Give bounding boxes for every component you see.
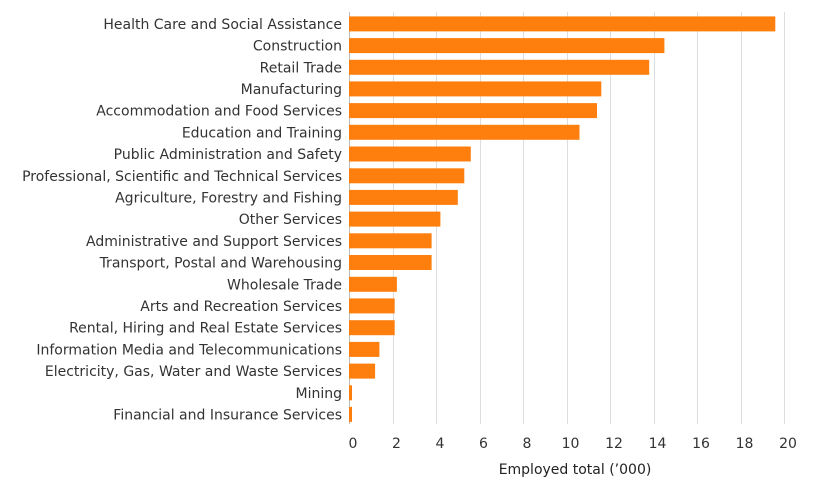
category-label: Public Administration and Safety xyxy=(114,147,342,163)
bar-3[interactable] xyxy=(349,81,602,97)
category-label: Transport, Postal and Warehousing xyxy=(99,256,342,272)
category-label: Rental, Hiring and Real Estate Services xyxy=(69,321,342,337)
x-tick-label: 18 xyxy=(736,436,754,452)
category-label: Wholesale Trade xyxy=(227,277,342,293)
bar-8[interactable] xyxy=(349,189,458,205)
category-label: Professional, Scientific and Technical S… xyxy=(22,169,342,185)
category-label: Education and Training xyxy=(182,125,342,141)
gridlines xyxy=(349,12,785,424)
x-tick-label: 4 xyxy=(436,436,445,452)
x-tick-label: 10 xyxy=(562,436,580,452)
bar-9[interactable] xyxy=(349,211,441,227)
category-label: Retail Trade xyxy=(260,60,342,76)
bars xyxy=(349,16,776,422)
x-tick-label: 16 xyxy=(692,436,710,452)
category-label: Administrative and Support Services xyxy=(86,234,342,250)
category-label: Information Media and Telecommunications xyxy=(36,342,342,358)
bar-15[interactable] xyxy=(349,341,380,357)
bar-12[interactable] xyxy=(349,276,397,292)
bar-0[interactable] xyxy=(349,16,776,32)
bar-10[interactable] xyxy=(349,233,432,249)
category-label: Arts and Recreation Services xyxy=(140,299,342,315)
bar-13[interactable] xyxy=(349,298,395,314)
bar-11[interactable] xyxy=(349,255,432,270)
bar-2[interactable] xyxy=(349,59,650,75)
bar-6[interactable] xyxy=(349,146,471,162)
category-label: Other Services xyxy=(239,212,342,228)
bar-5[interactable] xyxy=(349,124,580,140)
bar-16[interactable] xyxy=(349,363,376,379)
x-tick-label: 6 xyxy=(479,436,488,452)
bar-14[interactable] xyxy=(349,320,395,336)
x-axis-ticks: 0 2 4 6 8 10 12 14 16 18 20 xyxy=(349,436,797,452)
bar-1[interactable] xyxy=(349,38,665,54)
x-tick-label: 20 xyxy=(779,436,797,452)
category-label: Mining xyxy=(296,386,343,402)
bar-7[interactable] xyxy=(349,168,465,184)
x-tick-label: 12 xyxy=(605,436,623,452)
category-labels: Health Care and Social Assistance Constru… xyxy=(22,17,343,423)
x-tick-label: 14 xyxy=(649,436,667,452)
category-label: Financial and Insurance Services xyxy=(113,407,342,423)
x-axis-title: Employed total (’000) xyxy=(499,462,652,478)
category-label: Accommodation and Food Services xyxy=(96,104,342,120)
x-tick-label: 0 xyxy=(349,436,358,452)
bar-18[interactable] xyxy=(349,406,352,422)
category-label: Agriculture, Forestry and Fishing xyxy=(115,190,342,206)
category-label: Electricity, Gas, Water and Waste Servic… xyxy=(45,364,342,380)
category-label: Manufacturing xyxy=(241,82,342,98)
x-tick-label: 8 xyxy=(523,436,532,452)
category-label: Health Care and Social Assistance xyxy=(103,17,342,33)
bar-4[interactable] xyxy=(349,103,597,119)
category-label: Construction xyxy=(253,39,342,55)
bar-17[interactable] xyxy=(349,385,352,401)
x-tick-label: 2 xyxy=(392,436,401,452)
